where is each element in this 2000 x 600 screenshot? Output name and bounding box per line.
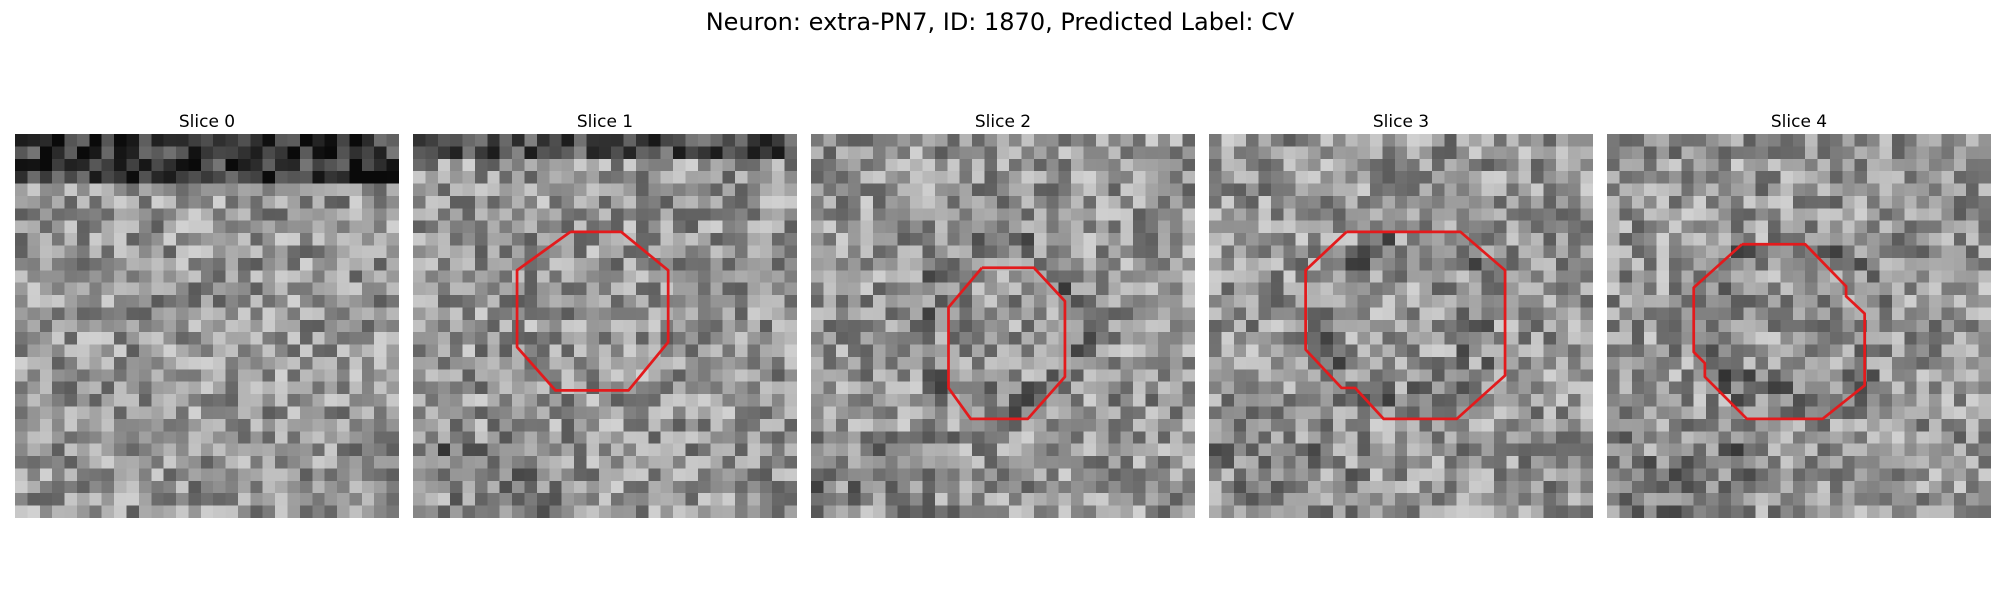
contour-overlay <box>1304 230 1507 421</box>
panel-title: Slice 2 <box>974 112 1032 132</box>
contour-overlay <box>947 266 1067 421</box>
slice-image <box>413 134 797 518</box>
roi-contour <box>515 230 670 392</box>
slice-image <box>811 134 1195 518</box>
roi-contour <box>1304 230 1507 421</box>
panel-slice-3: Slice 3 <box>1209 110 1593 518</box>
roi-contour <box>1692 242 1867 421</box>
panel-slice-0: Slice 0 <box>15 110 399 518</box>
panel-title: Slice 0 <box>178 112 236 132</box>
panel-title: Slice 4 <box>1770 112 1828 132</box>
panel-title: Slice 3 <box>1372 112 1430 132</box>
panel-slice-2: Slice 2 <box>811 110 1195 518</box>
panel-title: Slice 1 <box>576 112 634 132</box>
slice-image <box>1209 134 1593 518</box>
figure-title: Neuron: extra-PN7, ID: 1870, Predicted L… <box>705 8 1295 36</box>
slice-image <box>15 134 399 518</box>
contour-overlay <box>15 134 399 518</box>
panel-slice-4: Slice 4 <box>1607 110 1991 518</box>
panel-slice-1: Slice 1 <box>413 110 797 518</box>
roi-contour <box>947 266 1067 421</box>
contour-overlay <box>1692 242 1867 421</box>
contour-overlay <box>515 230 670 392</box>
slice-image <box>1607 134 1991 518</box>
